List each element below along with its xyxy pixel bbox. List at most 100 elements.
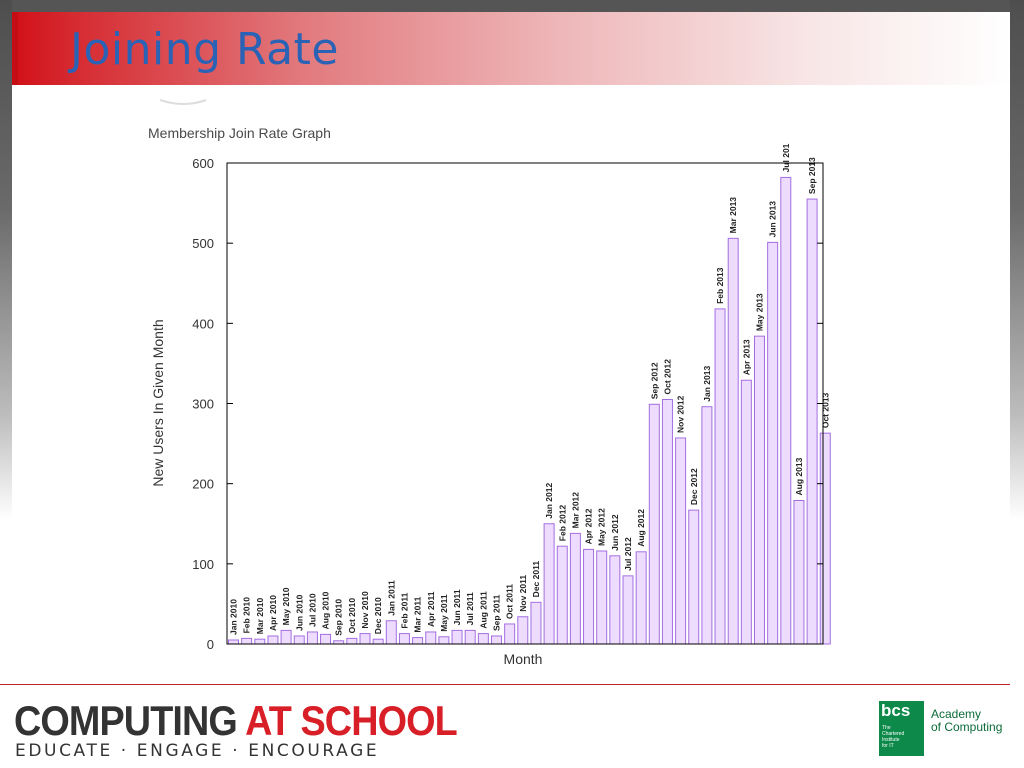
bcs-logo-subtext: The Chartered Institute for IT: [882, 725, 905, 749]
y-tick-label: 600: [192, 156, 214, 171]
bar: [701, 406, 713, 645]
bar-month-label: Dec 2010: [373, 597, 383, 634]
bar: [648, 403, 660, 645]
y-tick-label: 0: [207, 637, 214, 652]
bar: [530, 601, 542, 645]
bar-month-label: May 2012: [597, 508, 607, 546]
bar: [819, 432, 831, 645]
title-band: [12, 12, 1010, 85]
bar: [556, 545, 568, 645]
bar: [780, 176, 792, 645]
title-band-edge: [12, 12, 18, 85]
bar-month-label: Aug 2010: [321, 591, 331, 629]
bar-month-label: Apr 2011: [426, 591, 436, 627]
bar: [517, 616, 529, 645]
bar-month-label: Sep 2012: [649, 362, 659, 399]
slide-frame-top: [0, 0, 1024, 12]
bar-month-label: Oct 2011: [505, 584, 515, 619]
bar-month-label: Oct 2012: [662, 359, 672, 395]
bar-month-label: Mar 2010: [255, 598, 265, 635]
bar-month-label: Jun 2012: [610, 514, 620, 551]
y-tick-label: 400: [192, 316, 214, 331]
bar-month-label: Jul 2011: [465, 592, 475, 625]
bar: [398, 633, 410, 645]
bar: [688, 509, 700, 645]
chart-title: Membership Join Rate Graph: [148, 125, 331, 141]
bar: [412, 637, 424, 645]
y-tick-label: 300: [192, 397, 214, 412]
bar: [609, 555, 621, 645]
y-axis-label: New Users In Given Month: [150, 319, 166, 486]
bar-month-label: May 2011: [439, 594, 449, 632]
bar: [280, 629, 292, 645]
bar: [228, 639, 239, 645]
bar: [583, 548, 595, 645]
bar: [359, 633, 371, 645]
bar: [767, 241, 779, 645]
bar: [596, 550, 608, 645]
bar-month-label: Apr 2012: [584, 508, 594, 544]
bar-month-label: Feb 2012: [557, 505, 567, 542]
page-curl-decoration: [159, 99, 207, 105]
bar: [320, 633, 332, 645]
bar-month-label: Apr 2013: [741, 339, 751, 375]
bar: [451, 629, 463, 645]
bar-month-label: Nov 2011: [518, 575, 528, 612]
bar: [727, 237, 739, 645]
bar-month-label: Jun 2011: [452, 589, 462, 625]
bar-month-label: Jan 2010: [229, 599, 239, 635]
slide-frame-left: [0, 0, 12, 520]
cas-tagline: EDUCATE · ENGAGE · ENCOURAGE: [15, 741, 380, 761]
bar-month-label: Jul 2012: [623, 537, 633, 571]
bar-month-label: Oct 2013: [820, 392, 830, 428]
academy-line-2: of Computing: [931, 720, 1003, 734]
cas-logo-word-at-school: AT SCHOOL: [245, 697, 458, 744]
bar-month-label: Jan 2013: [702, 366, 712, 402]
bar: [543, 523, 555, 645]
bar-month-label: Mar 2012: [570, 492, 580, 529]
bar-month-label: Jan 2012: [544, 483, 554, 519]
bar: [425, 631, 437, 645]
bar: [635, 551, 647, 645]
academy-of-computing-label: Academy of Computing: [931, 708, 1002, 734]
bar: [661, 398, 673, 645]
bar: [372, 638, 384, 645]
bar: [754, 335, 765, 645]
bar: [675, 437, 687, 645]
bar-month-label: Jun 2013: [768, 201, 778, 238]
bar-month-label: Mar 2011: [413, 596, 423, 632]
bar: [714, 308, 726, 645]
bar: [346, 637, 358, 645]
bar: [477, 633, 489, 645]
bar-month-label: May 2013: [755, 293, 765, 331]
bar: [306, 631, 318, 645]
bar-month-label: Mar 2013: [728, 197, 738, 234]
y-tick-label: 200: [192, 477, 214, 492]
bar: [504, 623, 516, 645]
bcs-logo: bcs The Chartered Institute for IT: [879, 701, 924, 756]
bar-month-label: Jul 201: [781, 143, 791, 172]
slide-frame-right: [1010, 0, 1024, 520]
bar-month-label: Dec 2011: [531, 561, 541, 598]
bar-month-label: Nov 2010: [360, 591, 370, 629]
bar: [491, 635, 502, 645]
bar-month-label: Aug 2013: [794, 457, 804, 495]
bar-month-label: Dec 2012: [689, 468, 699, 505]
bar: [806, 198, 818, 645]
y-tick-label: 500: [192, 236, 214, 251]
bar: [464, 629, 476, 645]
bar: [438, 636, 450, 645]
bar: [293, 635, 305, 645]
bar-month-label: Nov 2012: [676, 395, 686, 433]
bar: [267, 635, 279, 645]
bar-month-label: Sep 2013: [807, 157, 817, 194]
bar-month-label: Feb 2011: [399, 592, 409, 628]
bar-month-label: Apr 2010: [268, 595, 278, 631]
bar-month-label: Sep 2010: [334, 599, 344, 636]
bar: [622, 575, 634, 645]
bar: [569, 532, 581, 645]
slide-content: [12, 85, 1010, 685]
computing-at-school-logo: COMPUTING AT SCHOOL: [14, 697, 458, 745]
x-axis-label: Month: [504, 651, 543, 667]
